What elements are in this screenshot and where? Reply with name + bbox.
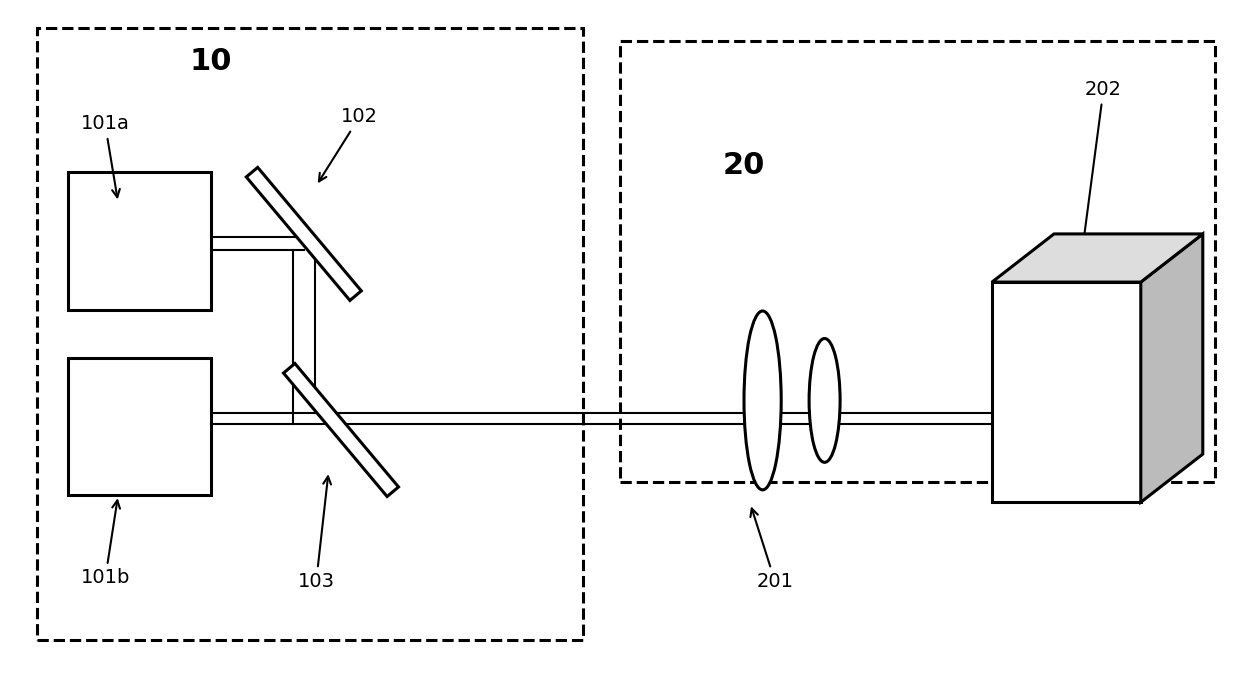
Text: 101a: 101a bbox=[81, 114, 129, 197]
Polygon shape bbox=[284, 363, 398, 497]
Polygon shape bbox=[247, 167, 361, 301]
Polygon shape bbox=[1141, 234, 1203, 502]
Text: 10: 10 bbox=[190, 47, 232, 76]
Text: 101b: 101b bbox=[81, 500, 130, 588]
Text: 201: 201 bbox=[750, 508, 794, 591]
Bar bbox=[992, 282, 1141, 502]
Polygon shape bbox=[992, 234, 1203, 282]
Text: 102: 102 bbox=[319, 107, 378, 182]
Text: 20: 20 bbox=[723, 151, 765, 180]
Bar bbox=[37, 28, 583, 640]
Bar bbox=[620, 41, 1215, 482]
Text: 202: 202 bbox=[1079, 80, 1122, 253]
Bar bbox=[68, 358, 211, 495]
Ellipse shape bbox=[808, 338, 841, 462]
Text: 103: 103 bbox=[298, 476, 335, 591]
Ellipse shape bbox=[744, 311, 781, 490]
Bar bbox=[68, 172, 211, 310]
